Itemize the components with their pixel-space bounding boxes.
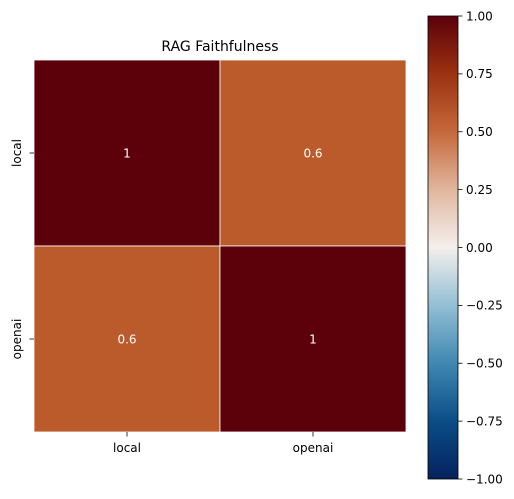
heatmap-cell-openai-openai xyxy=(219,245,407,433)
colorbar-tick-label: −0.75 xyxy=(466,414,503,428)
cell-value-label: 1 xyxy=(309,333,317,347)
y-axis: local openai xyxy=(10,139,34,359)
heatmap-cell-local-openai xyxy=(219,59,407,247)
heatmap-cell-openai-local xyxy=(33,245,221,433)
cell-value-label: 1 xyxy=(123,147,131,161)
chart-title: RAG Faithfulness xyxy=(161,39,278,55)
cell-value-label: 0.6 xyxy=(303,147,322,161)
x-axis: local openai xyxy=(113,432,333,455)
colorbar-tick-label: −1.00 xyxy=(466,472,503,486)
colorbar-gradient xyxy=(428,16,458,479)
colorbar-tick-label: −0.50 xyxy=(466,357,503,371)
cell-labels: 1 0.6 0.6 1 xyxy=(117,147,322,347)
cell-value-label: 0.6 xyxy=(117,333,136,347)
x-tick-label: openai xyxy=(293,441,334,455)
colorbar-tick-label: 0.00 xyxy=(466,241,493,255)
y-tick-label: local xyxy=(10,139,24,167)
colorbar-tick-label: 0.25 xyxy=(466,183,493,197)
colorbar-tick-label: 0.75 xyxy=(466,67,493,81)
heatmap-cell-local-local xyxy=(33,59,221,247)
y-tick-label: openai xyxy=(10,319,24,360)
colorbar-tick-label: 0.50 xyxy=(466,125,493,139)
colorbar-tick-label: 1.00 xyxy=(466,9,493,23)
colorbar: 1.00 0.75 0.50 0.25 0.00 −0.25 −0.50 −0.75 −1.00 xyxy=(427,9,503,486)
colorbar-tick-label: −0.25 xyxy=(466,299,503,313)
x-tick-label: local xyxy=(113,441,141,455)
heatmap-cells xyxy=(33,59,407,433)
